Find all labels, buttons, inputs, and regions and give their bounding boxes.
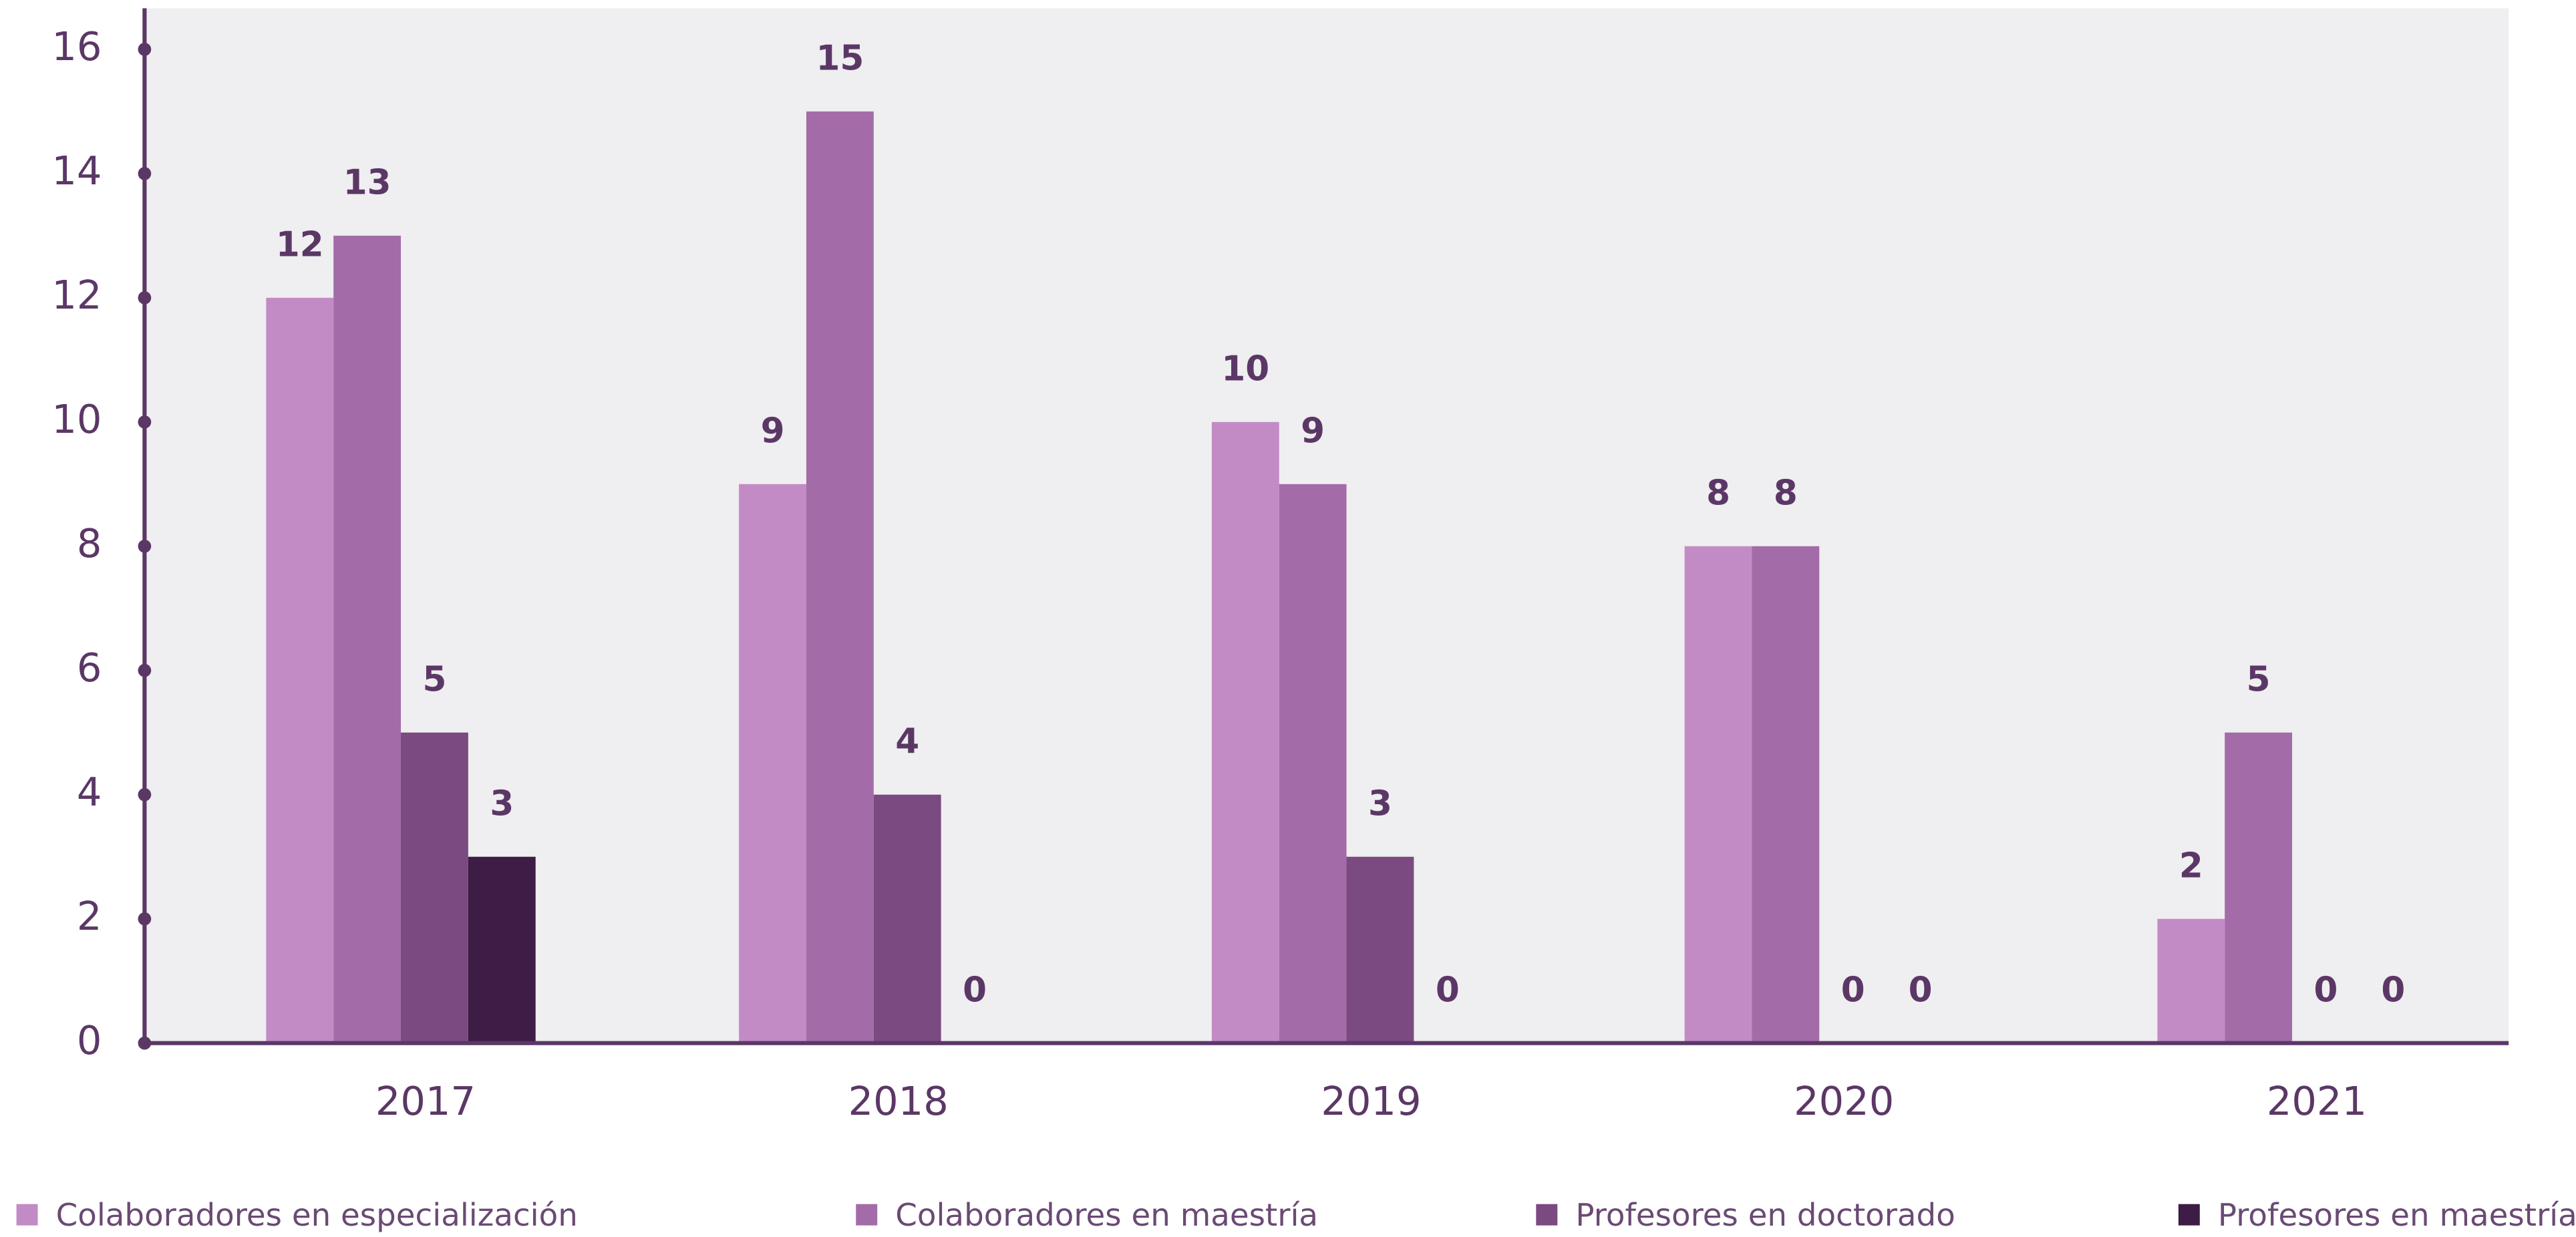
data-label: 0 xyxy=(2381,970,2405,1010)
y-tick-mark xyxy=(138,539,152,553)
data-label: 10 xyxy=(1221,349,1269,389)
y-tick-label: 8 xyxy=(77,520,102,566)
bar xyxy=(1211,421,1279,1043)
y-tick-mark xyxy=(138,291,152,305)
bar xyxy=(1279,484,1347,1043)
bar xyxy=(806,111,874,1043)
data-label: 0 xyxy=(963,970,987,1010)
legend-label: Colaboradores en maestría xyxy=(895,1198,1318,1234)
data-label: 5 xyxy=(422,660,446,700)
x-tick-label: 2021 xyxy=(2267,1078,2367,1124)
bar xyxy=(2157,918,2225,1043)
y-tick-mark xyxy=(138,912,152,926)
data-label: 8 xyxy=(1706,474,1730,514)
legend-label: Profesores en doctorado xyxy=(1575,1198,1955,1234)
legend-label: Profesores en maestría xyxy=(2218,1198,2576,1234)
bar xyxy=(1684,546,1752,1043)
data-label: 0 xyxy=(1436,970,1460,1010)
y-tick-mark xyxy=(138,43,152,56)
data-label: 0 xyxy=(1909,970,1933,1010)
bar xyxy=(873,794,941,1043)
data-label: 8 xyxy=(1774,474,1798,514)
data-label: 3 xyxy=(490,784,514,824)
data-label: 3 xyxy=(1368,784,1392,824)
data-label: 13 xyxy=(343,163,391,203)
data-label: 12 xyxy=(276,225,324,265)
legend-swatch xyxy=(2178,1204,2200,1226)
y-tick-mark xyxy=(138,167,152,180)
x-tick-label: 2017 xyxy=(375,1078,476,1124)
legend-label: Colaboradores en especialización xyxy=(56,1198,578,1234)
legend-swatch xyxy=(1536,1204,1558,1226)
y-tick-label: 0 xyxy=(77,1017,102,1063)
y-tick-label: 6 xyxy=(77,645,102,691)
bar xyxy=(739,484,806,1043)
bar xyxy=(401,732,468,1043)
data-label: 2 xyxy=(2179,846,2203,886)
y-tick-label: 4 xyxy=(77,769,102,815)
data-label: 9 xyxy=(761,411,785,452)
y-tick-mark xyxy=(138,663,152,677)
bar xyxy=(1346,856,1414,1043)
y-tick-mark xyxy=(138,787,152,802)
legend-swatch xyxy=(856,1204,878,1226)
bar xyxy=(266,297,334,1043)
data-label: 0 xyxy=(1841,970,1865,1010)
data-label: 5 xyxy=(2247,660,2271,700)
bar xyxy=(468,856,536,1043)
data-label: 0 xyxy=(2314,970,2338,1010)
bar xyxy=(333,235,401,1043)
y-tick-label: 14 xyxy=(51,148,102,194)
y-tick-label: 2 xyxy=(77,893,102,939)
x-tick-label: 2019 xyxy=(1321,1078,1421,1124)
y-tick-label: 16 xyxy=(51,23,102,69)
bar xyxy=(1752,546,1820,1043)
y-tick-label: 10 xyxy=(51,396,102,442)
y-tick-label: 12 xyxy=(51,272,102,318)
y-tick-mark xyxy=(138,415,152,429)
legend-swatch xyxy=(16,1204,38,1226)
x-tick-label: 2018 xyxy=(848,1078,949,1124)
data-label: 4 xyxy=(895,722,919,762)
x-tick-label: 2020 xyxy=(1794,1078,1894,1124)
data-label: 15 xyxy=(816,39,864,79)
bar xyxy=(2225,732,2293,1043)
data-label: 9 xyxy=(1301,411,1325,452)
